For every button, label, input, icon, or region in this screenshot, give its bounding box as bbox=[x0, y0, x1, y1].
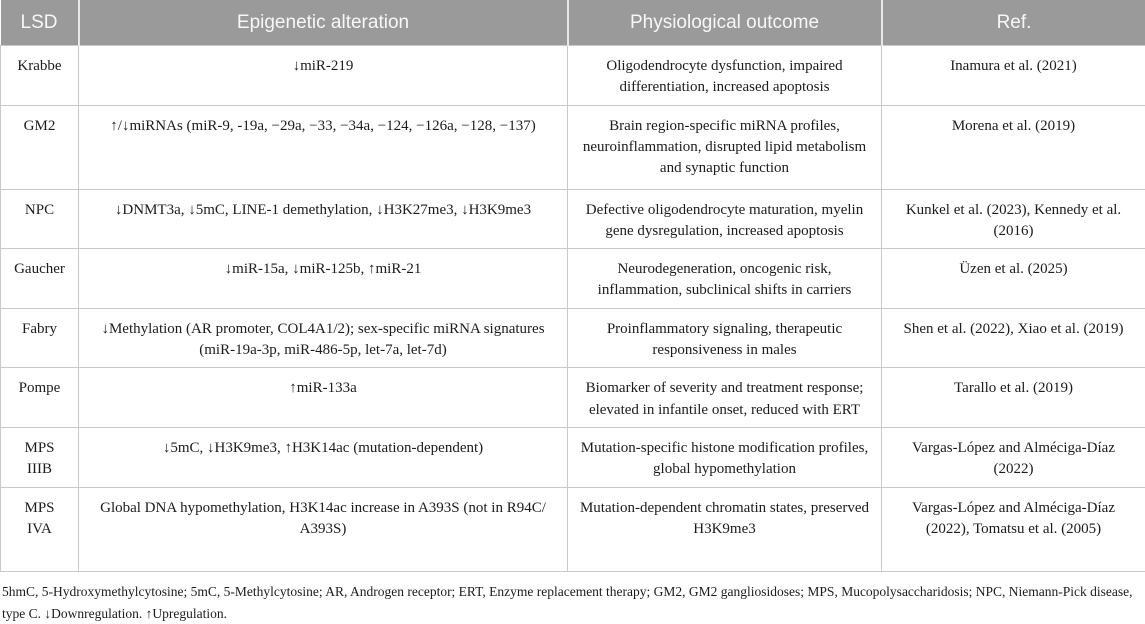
cell-ref: Kunkel et al. (2023), Kennedy et al. (20… bbox=[882, 189, 1145, 249]
cell-lsd: NPC bbox=[1, 189, 79, 249]
table-row-mps-iva: MPS IVA Global DNA hypomethylation, H3K1… bbox=[1, 487, 1145, 571]
cell-lsd: MPS IVA bbox=[1, 487, 79, 571]
table-row-mps-iiib: MPS IIIB ↓5mC, ↓H3K9me3, ↑H3K14ac (mutat… bbox=[1, 427, 1145, 487]
table-row-npc: NPC ↓DNMT3a, ↓5mC, LINE-1 demethylation,… bbox=[1, 189, 1145, 249]
table-row-pompe: Pompe ↑miR-133a Biomarker of severity an… bbox=[1, 368, 1145, 428]
cell-lsd: Krabbe bbox=[1, 46, 79, 106]
cell-physiological-outcome: Defective oligodendrocyte maturation, my… bbox=[568, 189, 882, 249]
cell-epigenetic-alteration: ↓miR-219 bbox=[79, 46, 568, 106]
table-row-gaucher: Gaucher ↓miR-15a, ↓miR-125b, ↑miR-21 Neu… bbox=[1, 249, 1145, 309]
cell-physiological-outcome: Proinflammatory signaling, therapeutic r… bbox=[568, 308, 882, 368]
cell-epigenetic-alteration: ↓miR-15a, ↓miR-125b, ↑miR-21 bbox=[79, 249, 568, 309]
lsd-epigenetics-table: LSD Epigenetic alteration Physiological … bbox=[0, 0, 1145, 572]
cell-physiological-outcome: Neurodegeneration, oncogenic risk, infla… bbox=[568, 249, 882, 309]
cell-physiological-outcome: Biomarker of severity and treatment resp… bbox=[568, 368, 882, 428]
column-header-lsd: LSD bbox=[1, 0, 79, 46]
cell-physiological-outcome: Oligodendrocyte dysfunction, impaired di… bbox=[568, 46, 882, 106]
cell-epigenetic-alteration: ↓Methylation (AR promoter, COL4A1/2); se… bbox=[79, 308, 568, 368]
table-header: LSD Epigenetic alteration Physiological … bbox=[1, 0, 1145, 46]
table-row-fabry: Fabry ↓Methylation (AR promoter, COL4A1/… bbox=[1, 308, 1145, 368]
column-header-epigenetic-alteration: Epigenetic alteration bbox=[79, 0, 568, 46]
column-header-ref: Ref. bbox=[882, 0, 1145, 46]
cell-ref: Vargas-López and Alméciga-Díaz (2022), T… bbox=[882, 487, 1145, 571]
cell-epigenetic-alteration: ↓5mC, ↓H3K9me3, ↑H3K14ac (mutation-depen… bbox=[79, 427, 568, 487]
cell-epigenetic-alteration: ↑miR-133a bbox=[79, 368, 568, 428]
cell-ref: Inamura et al. (2021) bbox=[882, 46, 1145, 106]
header-row: LSD Epigenetic alteration Physiological … bbox=[1, 0, 1145, 46]
table-row-krabbe: Krabbe ↓miR-219 Oligodendrocyte dysfunct… bbox=[1, 46, 1145, 106]
cell-lsd: Pompe bbox=[1, 368, 79, 428]
cell-lsd: Fabry bbox=[1, 308, 79, 368]
cell-ref: Tarallo et al. (2019) bbox=[882, 368, 1145, 428]
cell-physiological-outcome: Brain region-specific miRNA profiles, ne… bbox=[568, 105, 882, 189]
cell-epigenetic-alteration: Global DNA hypomethylation, H3K14ac incr… bbox=[79, 487, 568, 571]
cell-lsd: GM2 bbox=[1, 105, 79, 189]
cell-physiological-outcome: Mutation-specific histone modification p… bbox=[568, 427, 882, 487]
cell-epigenetic-alteration: ↑/↓miRNAs (miR-9, -19a, −29a, −33, −34a,… bbox=[79, 105, 568, 189]
cell-lsd: MPS IIIB bbox=[1, 427, 79, 487]
table-footnote: 5hmC, 5-Hydroxymethylcytosine; 5mC, 5-Me… bbox=[0, 572, 1145, 624]
cell-ref: Üzen et al. (2025) bbox=[882, 249, 1145, 309]
column-header-physiological-outcome: Physiological outcome bbox=[568, 0, 882, 46]
cell-physiological-outcome: Mutation-dependent chromatin states, pre… bbox=[568, 487, 882, 571]
cell-epigenetic-alteration: ↓DNMT3a, ↓5mC, LINE-1 demethylation, ↓H3… bbox=[79, 189, 568, 249]
cell-ref: Shen et al. (2022), Xiao et al. (2019) bbox=[882, 308, 1145, 368]
cell-lsd: Gaucher bbox=[1, 249, 79, 309]
cell-ref: Morena et al. (2019) bbox=[882, 105, 1145, 189]
table-row-gm2: GM2 ↑/↓miRNAs (miR-9, -19a, −29a, −33, −… bbox=[1, 105, 1145, 189]
cell-ref: Vargas-López and Alméciga-Díaz (2022) bbox=[882, 427, 1145, 487]
